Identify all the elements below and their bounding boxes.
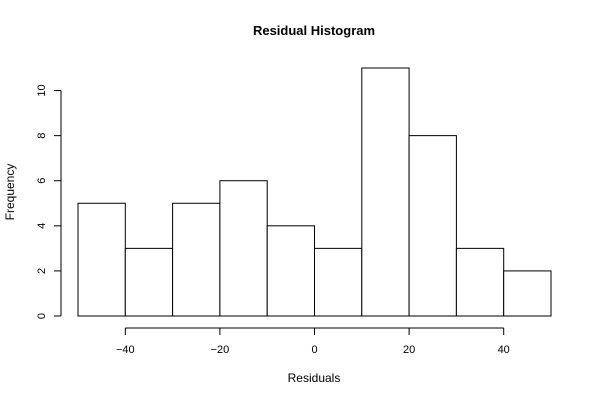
bars-group bbox=[77, 67, 552, 317]
histogram-bar-8 bbox=[408, 135, 457, 317]
x-tick-label-4: 20 bbox=[403, 344, 415, 356]
y-axis: 0 2 4 6 8 10 bbox=[36, 84, 62, 319]
x-axis-label: Residuals bbox=[288, 371, 341, 385]
y-axis-label: Frequency bbox=[3, 164, 17, 221]
histogram-bar-5 bbox=[266, 225, 316, 317]
histogram-bar-6 bbox=[314, 247, 363, 317]
histogram-bar-2 bbox=[124, 247, 174, 317]
histogram-bar-9 bbox=[455, 247, 505, 317]
histogram-bar-1 bbox=[77, 202, 126, 317]
y-tick-label-4: 6 bbox=[36, 178, 48, 184]
x-tick-label-3: 0 bbox=[311, 344, 317, 356]
chart-title: Residual Histogram bbox=[253, 23, 375, 38]
x-tick-label-2: −20 bbox=[211, 344, 230, 356]
histogram-bar-3 bbox=[172, 202, 221, 317]
y-tick-label-3: 4 bbox=[36, 223, 48, 229]
y-tick-label-2: 2 bbox=[36, 268, 48, 274]
y-tick-label-5: 8 bbox=[36, 133, 48, 139]
y-tick-label-6: 10 bbox=[36, 84, 48, 96]
histogram-bar-10 bbox=[503, 270, 552, 317]
x-tick-label-5: 40 bbox=[498, 344, 510, 356]
histogram-bar-7 bbox=[361, 67, 410, 317]
x-axis: −40 −20 0 20 40 bbox=[116, 327, 510, 356]
histogram-bar-4 bbox=[219, 180, 268, 317]
x-tick-label-1: −40 bbox=[116, 344, 135, 356]
y-tick-label-1: 0 bbox=[36, 313, 48, 319]
